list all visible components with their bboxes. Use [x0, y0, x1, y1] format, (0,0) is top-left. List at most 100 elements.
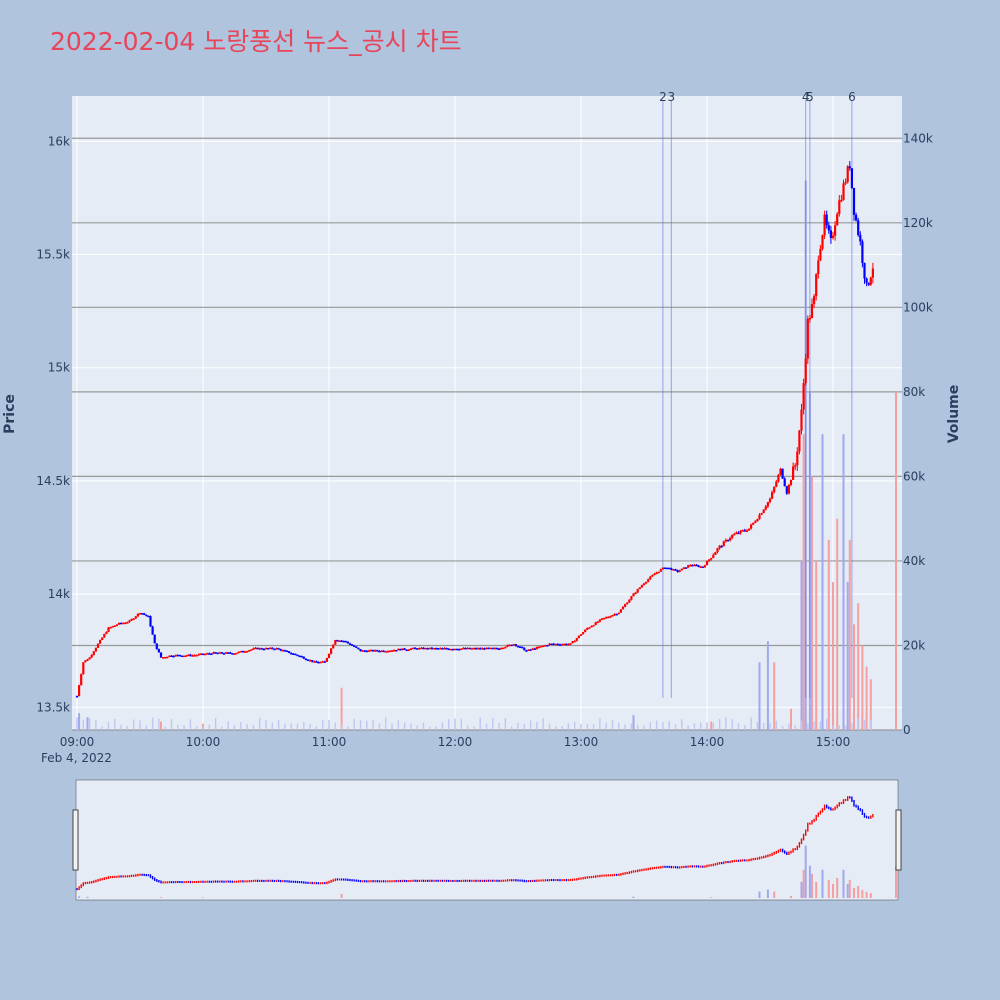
candle-body — [304, 658, 307, 661]
candle-body — [113, 625, 116, 627]
volume-bar — [832, 725, 834, 730]
volume-bar — [435, 726, 437, 730]
candle-body — [789, 479, 793, 485]
candle-body — [649, 576, 652, 580]
range-slider-handle-left[interactable] — [72, 809, 79, 871]
candle-body — [220, 652, 223, 654]
volume-bar — [773, 662, 776, 730]
candle-body — [558, 644, 562, 646]
volume-bar — [160, 721, 162, 730]
candle-body — [273, 648, 276, 651]
volume-bar — [120, 724, 122, 730]
candle-body — [682, 567, 685, 569]
candle-body — [783, 478, 786, 487]
slider-volume-bar — [800, 881, 803, 898]
candle-body — [122, 622, 125, 625]
candle-body — [844, 181, 847, 184]
candle-body — [439, 648, 442, 650]
volume-bar — [183, 725, 185, 730]
candle-body — [246, 651, 249, 653]
candle-body — [222, 653, 226, 655]
event-label: 3 — [667, 90, 675, 104]
candle-body — [708, 559, 711, 562]
candles — [75, 161, 874, 698]
slider-volume-bar — [202, 897, 204, 898]
candle-body — [462, 647, 465, 650]
candle-body — [850, 168, 853, 188]
volume-bar — [88, 718, 91, 730]
candle-body — [645, 581, 648, 584]
candle-body — [815, 274, 818, 297]
candle-body — [445, 647, 448, 650]
range-slider-handle-right[interactable] — [895, 809, 902, 871]
candle-body — [785, 486, 788, 494]
candle-body — [338, 640, 341, 642]
candle-body — [588, 627, 591, 629]
candle-body — [92, 651, 95, 655]
slider-volume-bar — [808, 865, 811, 898]
candle-body — [737, 532, 740, 535]
volume-bar — [766, 641, 769, 730]
candle-body — [292, 653, 295, 656]
volume-bar — [170, 718, 173, 730]
candle-body — [487, 647, 490, 650]
candle-body — [523, 647, 526, 651]
candle-body — [621, 606, 625, 610]
candle-body — [655, 572, 658, 574]
x-axis-date-label: Feb 4, 2022 — [41, 751, 112, 765]
volume-bar — [441, 722, 444, 730]
candle-body — [865, 278, 868, 283]
candle-body — [537, 646, 541, 649]
candle-body — [577, 635, 580, 639]
candle-body — [218, 652, 221, 654]
volume-bar — [290, 723, 292, 730]
candle-body — [376, 650, 379, 652]
candle-body — [409, 648, 412, 651]
volume-bar — [851, 722, 853, 730]
volume-bar — [655, 720, 658, 730]
candle-body — [78, 685, 81, 697]
candle-body — [840, 199, 843, 202]
candle-body — [306, 659, 310, 662]
candle-body — [288, 651, 291, 653]
candle-body — [271, 647, 274, 650]
candle-body — [397, 648, 400, 651]
event-label: 2 — [659, 90, 667, 104]
volume-bar — [86, 717, 89, 730]
candle-body — [540, 645, 543, 648]
candle-body — [237, 651, 240, 654]
candle-body — [567, 644, 570, 646]
volume-bar — [586, 724, 588, 730]
main-plot-area[interactable] — [72, 96, 902, 730]
volume-bar — [624, 724, 626, 730]
volume-bar — [76, 717, 78, 730]
candle-body — [212, 652, 215, 655]
candle-body — [483, 648, 486, 650]
candle-body — [132, 618, 135, 620]
candle-body — [747, 528, 751, 531]
candle-body — [418, 648, 421, 650]
candle-body — [214, 652, 217, 654]
candle-body — [359, 649, 362, 652]
candle-body — [357, 647, 360, 650]
candle-body — [779, 468, 782, 475]
candle-body — [745, 530, 748, 533]
candle-body — [495, 647, 499, 650]
candle-body — [485, 647, 488, 650]
volume-bar — [466, 725, 469, 730]
candle-body — [460, 648, 463, 650]
candle-body — [519, 646, 522, 648]
candle-body — [752, 522, 755, 525]
candle-body — [197, 654, 200, 656]
candle-body — [529, 649, 532, 651]
volume-bar — [605, 722, 607, 730]
candle-body — [456, 648, 459, 651]
volume-bar — [372, 720, 374, 730]
candle-body — [521, 646, 524, 649]
candle-body — [285, 650, 289, 653]
candle-body — [823, 214, 826, 236]
candle-body — [659, 569, 662, 572]
volume-bar — [107, 722, 110, 730]
volume-bar — [750, 717, 752, 730]
